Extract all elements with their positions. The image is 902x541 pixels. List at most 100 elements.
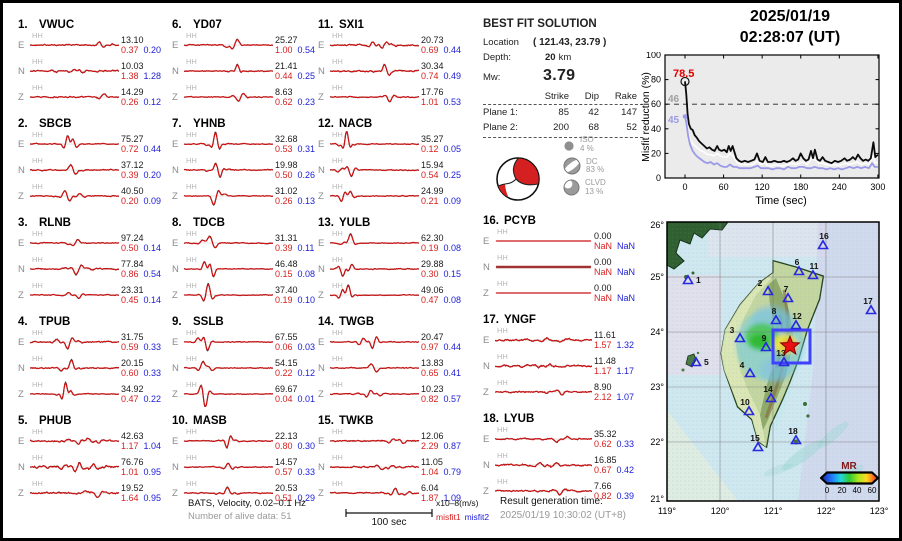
station-block: 8. TDCB E HH 31.31 0.39 0.11 N HH 46.48 0.… [172, 210, 322, 309]
amplitude-value: 31.31 [275, 232, 298, 243]
best-fit-solution-panel: BEST FIT SOLUTION Location ( 121.43, 23.… [483, 18, 643, 216]
channel-row: N HH 76.76 1.01 0.95 [18, 453, 168, 480]
misfit1-value: 0.26 [121, 97, 139, 107]
channel-values: 42.63 1.17 1.04 [121, 431, 168, 452]
amplitude-value: 20.73 [421, 34, 444, 45]
channel-row: E HH 42.63 1.17 1.04 [18, 427, 168, 454]
misfit1-value: 0.60 [121, 368, 139, 378]
band-label: HH [497, 425, 508, 434]
waveform-trace [495, 363, 592, 369]
channel-letter: N [172, 461, 179, 473]
channel-values: 31.75 0.59 0.33 [121, 332, 168, 353]
misfit1-value: 1.00 [275, 45, 293, 55]
station-title: 17. YNGF [483, 313, 641, 327]
station-name: VWUC [39, 19, 75, 31]
channel-values: 13.83 0.65 0.41 [421, 358, 468, 379]
amplitude-value: 7.66 [594, 480, 612, 491]
amplitude-value: 62.30 [421, 232, 444, 243]
station-block: 14. TWGB E HH 20.47 0.97 0.44 N HH 13.83 0… [318, 309, 468, 408]
channel-row: N HH 54.15 0.22 0.12 [172, 354, 322, 381]
channel-values: 35.32 0.62 0.33 [594, 429, 641, 450]
amplitude-value: 20.47 [421, 331, 444, 342]
channel-letter: Z [18, 289, 24, 301]
map-station-marker [790, 319, 802, 330]
plane2-row: Plane 2: 200 68 52 [483, 122, 637, 133]
channel-letter: Z [172, 487, 178, 499]
station-number: 10. [172, 415, 188, 427]
misfit2-legend: misfit2 [464, 512, 490, 522]
channel-values: 30.34 0.74 0.49 [421, 61, 468, 82]
map-station-marker [734, 332, 746, 343]
channel-letter: E [18, 39, 25, 51]
station-number: 14. [318, 316, 334, 328]
misfit2-value: 0.13 [297, 196, 316, 206]
waveform-trace [330, 284, 419, 299]
waveform-area: HH [30, 83, 119, 110]
channel-values: 21.41 0.44 0.25 [275, 61, 322, 82]
rake-header: Rake [614, 91, 637, 102]
band-label: HH [186, 453, 197, 462]
waveform-area: HH [495, 451, 592, 478]
channel-letter: N [318, 65, 325, 77]
waveform-area: HH [184, 328, 273, 355]
misfit1-value: 0.86 [121, 269, 139, 279]
waveform-area: HH [184, 130, 273, 157]
waveform-area: HH [30, 354, 119, 381]
start-marker [680, 76, 690, 87]
map-station-number: 2 [758, 278, 763, 288]
waveform-area: HH [495, 326, 592, 353]
station-name: TDCB [193, 217, 225, 229]
channel-letter: Z [172, 91, 178, 103]
lat-label: 25° [650, 272, 664, 282]
waveform-area: HH [330, 130, 419, 157]
station-name: SSLB [193, 316, 224, 328]
amplitude-value: 13.83 [421, 357, 444, 368]
station-number: 11. [318, 19, 334, 31]
channel-values: 24.99 0.21 0.09 [421, 186, 468, 207]
waveform-trace [184, 189, 273, 206]
amplitude-value: 8.63 [275, 86, 293, 97]
waveform-trace [330, 190, 419, 203]
waveform-area: HH [184, 83, 273, 110]
channel-values: 0.00 NaN NaN [594, 283, 641, 304]
band-label: HH [32, 380, 43, 389]
misfit1-value: 0.82 [421, 394, 439, 404]
mr-legend-tick: 40 [853, 486, 862, 495]
station-block: 13. YULB E HH 62.30 0.19 0.08 N HH 29.88 0… [318, 210, 468, 309]
station-title: 11. SXI1 [318, 18, 468, 32]
waveform-area: HH [330, 380, 419, 407]
misfit2-value: 0.54 [143, 269, 162, 279]
channel-row: N HH 30.34 0.74 0.49 [318, 57, 468, 84]
misfit1-value: 0.21 [421, 196, 439, 206]
waveform-trace [30, 163, 119, 175]
amplitude-value: 11.48 [594, 355, 616, 366]
search-grid-box [771, 328, 812, 365]
channel-letter: E [18, 237, 25, 249]
band-label: HH [186, 354, 197, 363]
channel-row: N HH 21.41 0.44 0.25 [172, 57, 322, 84]
waveform-area: HH [330, 453, 419, 480]
channel-letter: E [318, 336, 325, 348]
mr-colorbar [819, 471, 880, 485]
band-label: HH [32, 255, 43, 264]
amplitude-value: 35.27 [421, 133, 444, 144]
misfit2-value: 0.01 [297, 394, 316, 404]
station-name: TWGB [339, 316, 375, 328]
misfit2-value: 1.09 [443, 493, 462, 503]
station-name: TWKB [339, 415, 374, 427]
amplitude-value: 10.03 [121, 60, 144, 71]
channel-letter: E [172, 435, 179, 447]
waveform-trace [30, 291, 119, 299]
station-column-3: 11. SXI1 E HH 20.73 0.69 0.44 N HH 30.34 0… [318, 12, 468, 507]
channel-row: Z HH 8.90 2.12 1.07 [483, 378, 641, 405]
channel-letter: Z [18, 190, 24, 202]
misfit2-value: 0.33 [143, 368, 162, 378]
annotation-46: 46 [668, 94, 680, 105]
misfit2-value: 0.33 [297, 467, 316, 477]
station-number: 8. [172, 217, 182, 229]
channel-row: N HH 20.15 0.60 0.33 [18, 354, 168, 381]
misfit1-value: 0.12 [421, 144, 439, 154]
channel-letter: Z [483, 386, 489, 398]
misfit2-value: 0.10 [297, 295, 316, 305]
lon-label: 122° [817, 506, 836, 516]
